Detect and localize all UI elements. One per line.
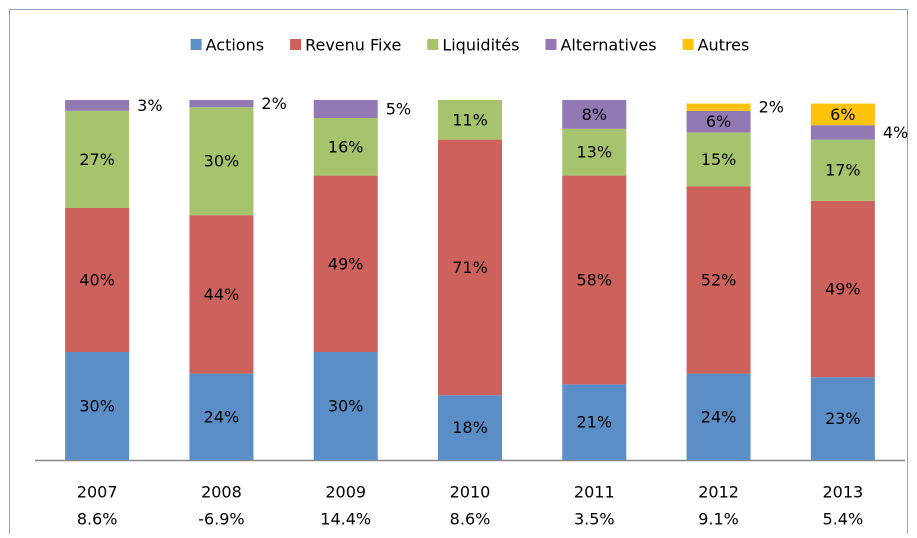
data-label: 6% [830,105,855,124]
bar-segment [65,100,130,111]
legend-label: Liquidités [442,36,519,55]
x-tick-label: 2007 [77,483,118,502]
data-label: 16% [328,137,364,156]
bar-segment [65,208,130,352]
data-label: 21% [577,413,613,432]
x-tick-sublabel: 3.5% [574,510,615,529]
bar-segment [65,352,130,460]
data-label: 15% [701,150,737,169]
data-label: 30% [79,397,115,416]
bar-segment [313,100,378,118]
data-label: 40% [79,271,115,290]
bar-segment [189,107,254,216]
bar-segment [562,100,627,129]
bar-segment [562,175,627,385]
bar-segment [438,100,502,140]
x-tick-label: 2009 [325,483,366,502]
data-label: 13% [577,143,613,162]
data-label: 30% [328,397,364,416]
bar-segment [810,200,875,378]
bar-segment [810,125,875,140]
data-label: 71% [452,258,488,277]
bar-segment [810,139,875,201]
data-label: 24% [204,407,240,426]
legend-label: Revenu Fixe [305,36,401,55]
bar-segment [562,384,627,460]
data-label: 3% [137,96,162,115]
legend-label: Autres [698,36,750,55]
bar-segment [686,373,751,460]
bar-segment [438,395,502,460]
bar-segment [686,103,751,111]
legend-swatch [427,39,439,50]
x-tick-sublabel: -6.9% [198,510,244,529]
bar-segment [189,373,254,460]
data-label: 6% [706,112,731,131]
bar-segment [810,103,875,126]
data-label: 49% [825,280,861,299]
bar-segment [189,100,254,108]
bar-segment [65,110,130,208]
legend-swatch [545,39,557,50]
x-tick-label: 2008 [201,483,242,502]
data-label: 2% [261,94,286,113]
x-tick-sublabel: 8.6% [77,510,118,529]
x-tick-label: 2012 [698,483,739,502]
legend-label: Actions [206,36,264,55]
bar-segment [810,377,875,460]
x-tick-sublabel: 8.6% [450,510,491,529]
data-label: 8% [582,105,607,124]
legend-swatch [190,39,202,50]
data-label: 24% [701,407,737,426]
data-label: 27% [79,150,115,169]
data-label: 30% [204,152,240,171]
x-tick-label: 2010 [450,483,491,502]
data-label: 49% [328,254,364,273]
data-label: 17% [825,161,861,180]
data-label: 44% [204,285,240,304]
legend-swatch [682,39,694,50]
data-label: 23% [825,409,861,428]
bar-segment [313,352,378,460]
bar-segment [313,118,378,176]
data-label: 11% [452,110,488,129]
legend-label: Alternatives [560,36,656,55]
data-label: 5% [386,100,411,119]
x-tick-label: 2013 [822,483,863,502]
bar-segment [438,139,502,396]
legend-swatch [290,39,302,50]
bar-segment [562,128,627,176]
data-label: 2% [759,98,784,117]
x-tick-sublabel: 9.1% [698,510,739,529]
bar-segment [189,215,254,374]
x-tick-sublabel: 5.4% [823,510,864,529]
bar-segment [313,175,378,352]
x-tick-label: 2011 [574,483,615,502]
data-label: 58% [577,271,613,290]
bar-segment [686,186,751,374]
data-label: 18% [452,418,488,437]
bar-segment [686,110,751,133]
data-label: 4% [883,123,908,142]
data-label: 52% [701,271,737,290]
bar-segment [686,132,751,187]
x-tick-sublabel: 14.4% [320,510,371,529]
